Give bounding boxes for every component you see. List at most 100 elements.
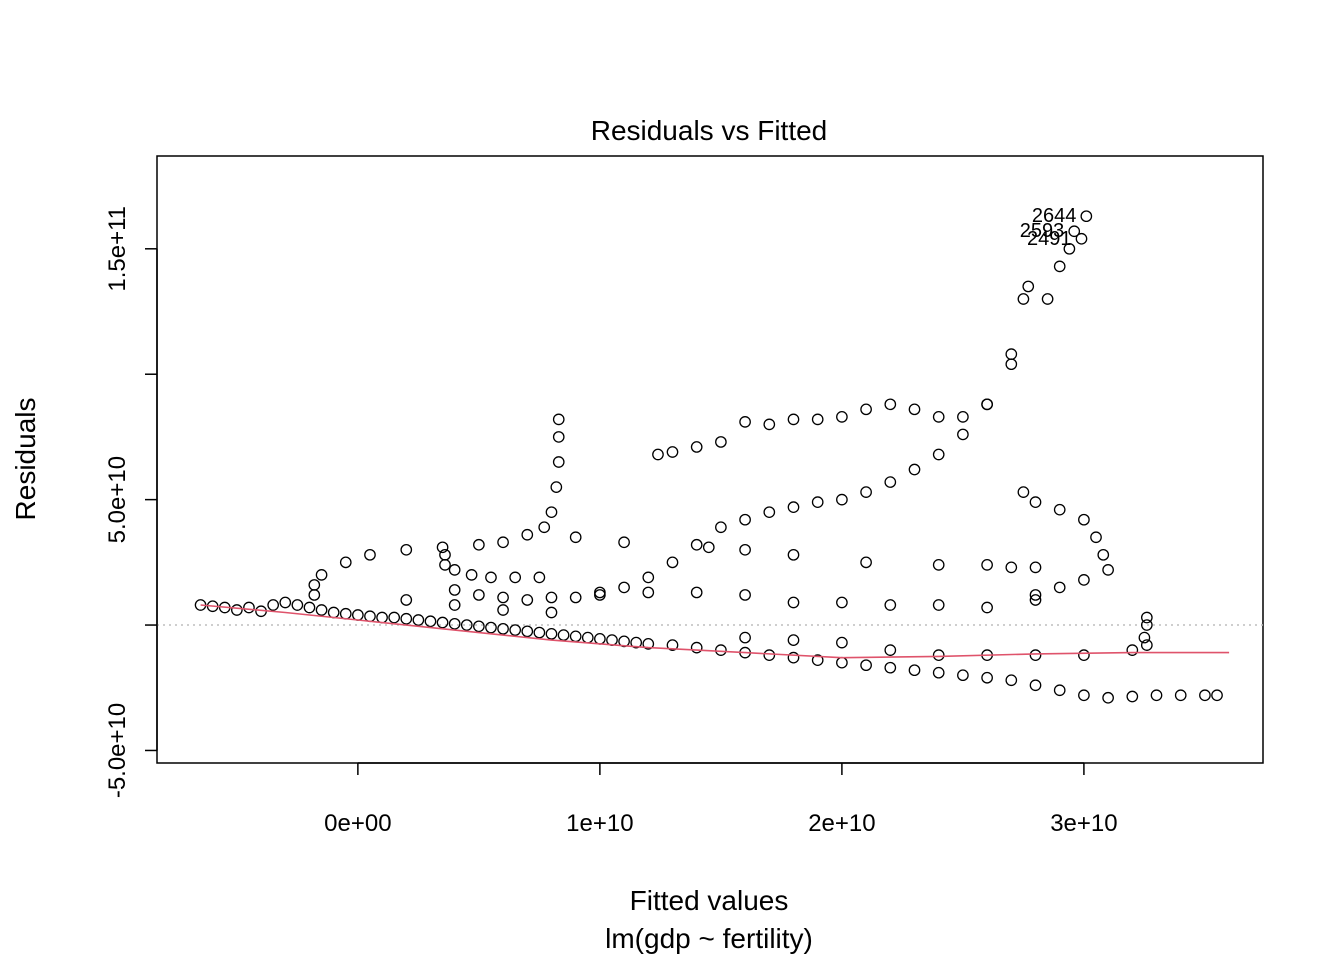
data-point xyxy=(957,411,969,423)
data-point xyxy=(932,666,945,679)
data-point xyxy=(981,601,993,614)
data-point xyxy=(1017,486,1030,498)
outlier-label: 2491 xyxy=(1027,228,1072,250)
data-point xyxy=(412,614,425,626)
data-point xyxy=(1102,564,1114,576)
plot-box xyxy=(156,155,1264,764)
data-point xyxy=(1029,496,1042,508)
data-point xyxy=(473,538,485,551)
data-point xyxy=(763,649,776,661)
data-point xyxy=(473,620,485,633)
data-point xyxy=(630,636,643,649)
data-point xyxy=(308,589,321,601)
data-point xyxy=(521,625,534,638)
data-point xyxy=(1068,225,1081,238)
data-point xyxy=(932,599,945,611)
data-point xyxy=(884,476,897,488)
data-point xyxy=(231,604,243,616)
data-point xyxy=(1075,232,1088,245)
data-point xyxy=(339,607,352,620)
data-point xyxy=(594,586,606,599)
data-point xyxy=(1053,260,1066,273)
data-point xyxy=(690,641,703,654)
data-point xyxy=(666,446,679,458)
data-point xyxy=(860,486,872,498)
data-point xyxy=(315,569,328,581)
axes-layer: 0e+00 1e+10 2e+10 3e+10 -5.0e+10 5.0e+10 1.5e+… xyxy=(104,206,1118,837)
data-point xyxy=(1150,689,1163,702)
x-axis-label: Fitted values xyxy=(630,885,789,916)
data-point xyxy=(279,596,292,609)
data-point xyxy=(436,616,449,629)
data-point xyxy=(550,481,563,493)
data-point xyxy=(497,536,509,549)
data-point xyxy=(787,596,800,609)
data-point xyxy=(352,609,364,621)
data-point xyxy=(811,413,824,426)
data-point xyxy=(884,644,897,656)
data-point xyxy=(957,669,969,682)
data-point xyxy=(739,631,751,644)
data-point xyxy=(1174,689,1187,702)
x-tick-label: 3e+10 xyxy=(1050,810,1117,837)
data-point xyxy=(763,506,776,519)
data-point xyxy=(1029,589,1042,601)
data-point xyxy=(448,617,461,630)
data-point xyxy=(1078,689,1090,702)
data-point xyxy=(932,411,945,423)
data-point xyxy=(1017,293,1030,305)
data-point xyxy=(690,441,703,453)
data-point xyxy=(460,619,473,631)
points-layer xyxy=(194,210,1223,704)
data-point xyxy=(538,521,551,534)
data-point xyxy=(376,611,388,624)
data-point xyxy=(364,610,376,623)
data-point xyxy=(884,398,897,411)
data-point xyxy=(836,411,848,423)
data-point xyxy=(618,635,630,648)
data-point xyxy=(327,606,340,619)
data-point xyxy=(787,548,800,561)
data-point xyxy=(424,615,437,628)
data-point xyxy=(690,538,703,551)
data-point xyxy=(465,569,478,581)
data-point xyxy=(739,589,751,601)
data-point xyxy=(1053,684,1066,697)
data-point xyxy=(1005,561,1018,574)
data-point xyxy=(860,556,872,569)
data-point xyxy=(1078,649,1090,661)
data-point xyxy=(436,541,449,554)
data-point xyxy=(1090,531,1102,544)
data-point xyxy=(552,413,565,426)
data-point xyxy=(1063,242,1076,255)
data-point xyxy=(1029,649,1042,661)
data-point xyxy=(981,671,993,684)
data-point xyxy=(618,536,630,549)
data-point xyxy=(1041,293,1054,305)
data-point xyxy=(364,548,376,561)
data-point xyxy=(702,541,715,554)
y-tick-label: -5.0e+10 xyxy=(104,703,131,798)
data-point xyxy=(388,611,401,624)
data-point xyxy=(1140,611,1153,624)
y-tick-label: 5.0e+10 xyxy=(104,456,131,543)
data-point xyxy=(497,591,509,604)
data-point xyxy=(533,626,546,639)
data-point xyxy=(1140,619,1153,631)
data-point xyxy=(243,601,255,614)
data-point xyxy=(981,558,993,571)
data-point xyxy=(981,398,993,411)
x-axis-subtitle: lm(gdp ~ fertility) xyxy=(605,923,813,954)
data-point xyxy=(932,558,945,571)
data-point xyxy=(642,638,655,650)
data-point xyxy=(552,456,565,468)
data-point xyxy=(303,601,316,614)
data-point xyxy=(836,596,848,609)
data-point xyxy=(1126,644,1139,656)
x-tick-label: 0e+00 xyxy=(324,810,391,837)
data-point xyxy=(739,513,751,526)
data-point xyxy=(1029,594,1042,606)
smoother-line xyxy=(200,604,1230,659)
data-point xyxy=(1078,574,1090,586)
data-point xyxy=(545,591,558,604)
